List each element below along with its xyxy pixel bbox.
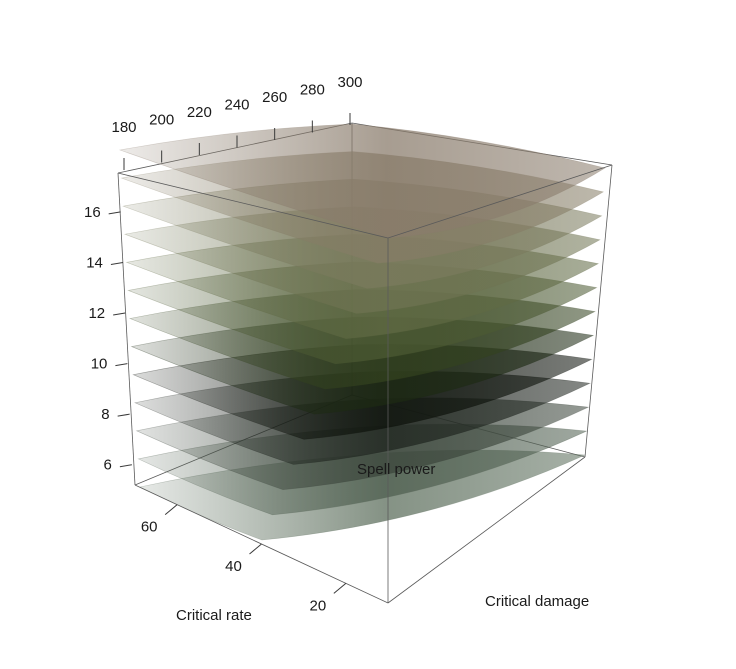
- w-axis-tick-label: 280: [300, 82, 325, 99]
- x-axis-tick: [333, 582, 347, 594]
- surfaces-group: [118, 123, 606, 541]
- x-axis-tick-label: 40: [225, 558, 242, 575]
- w-axis-tick-label: 240: [224, 97, 249, 114]
- z-axis-tick: [117, 413, 130, 417]
- z-axis-tick: [113, 312, 126, 316]
- surface-layer: [118, 123, 606, 239]
- critical-damage-axis-title: Critical damage: [485, 593, 589, 610]
- w-axis-tick-label: 260: [262, 89, 287, 106]
- axis-tick-labels: 6 8 10 12 14 16 180 200 220 240 260 280 300 20 40 60: [84, 74, 363, 614]
- z-axis-tick-label: 14: [86, 254, 103, 271]
- x-axis-tick: [249, 543, 262, 555]
- x-axis-tick: [164, 504, 178, 516]
- z-axis-tick: [108, 211, 121, 215]
- z-axis-tick-label: 12: [88, 305, 105, 322]
- w-axis-tick-label: 300: [337, 74, 362, 91]
- x-axis-tick-label: 60: [141, 519, 158, 536]
- critical-rate-axis-title: Critical rate: [176, 607, 252, 624]
- w-axis-tick-label: 220: [187, 104, 212, 121]
- axis-ticks: [108, 113, 351, 594]
- z-axis-tick-label: 8: [101, 406, 109, 423]
- z-axis-tick-label: 16: [84, 204, 101, 221]
- w-axis-tick-label: 180: [111, 119, 136, 136]
- w-axis-tick-label: 200: [149, 112, 174, 129]
- z-axis-tick: [115, 363, 128, 367]
- z-axis-tick-label: 6: [104, 457, 112, 474]
- x-axis-tick-label: 20: [309, 597, 326, 614]
- z-axis-tick-label: 10: [91, 356, 108, 373]
- z-axis-tick: [110, 261, 124, 265]
- z-axis-tick: [119, 464, 132, 468]
- spell-power-axis-title: Spell power: [357, 461, 435, 478]
